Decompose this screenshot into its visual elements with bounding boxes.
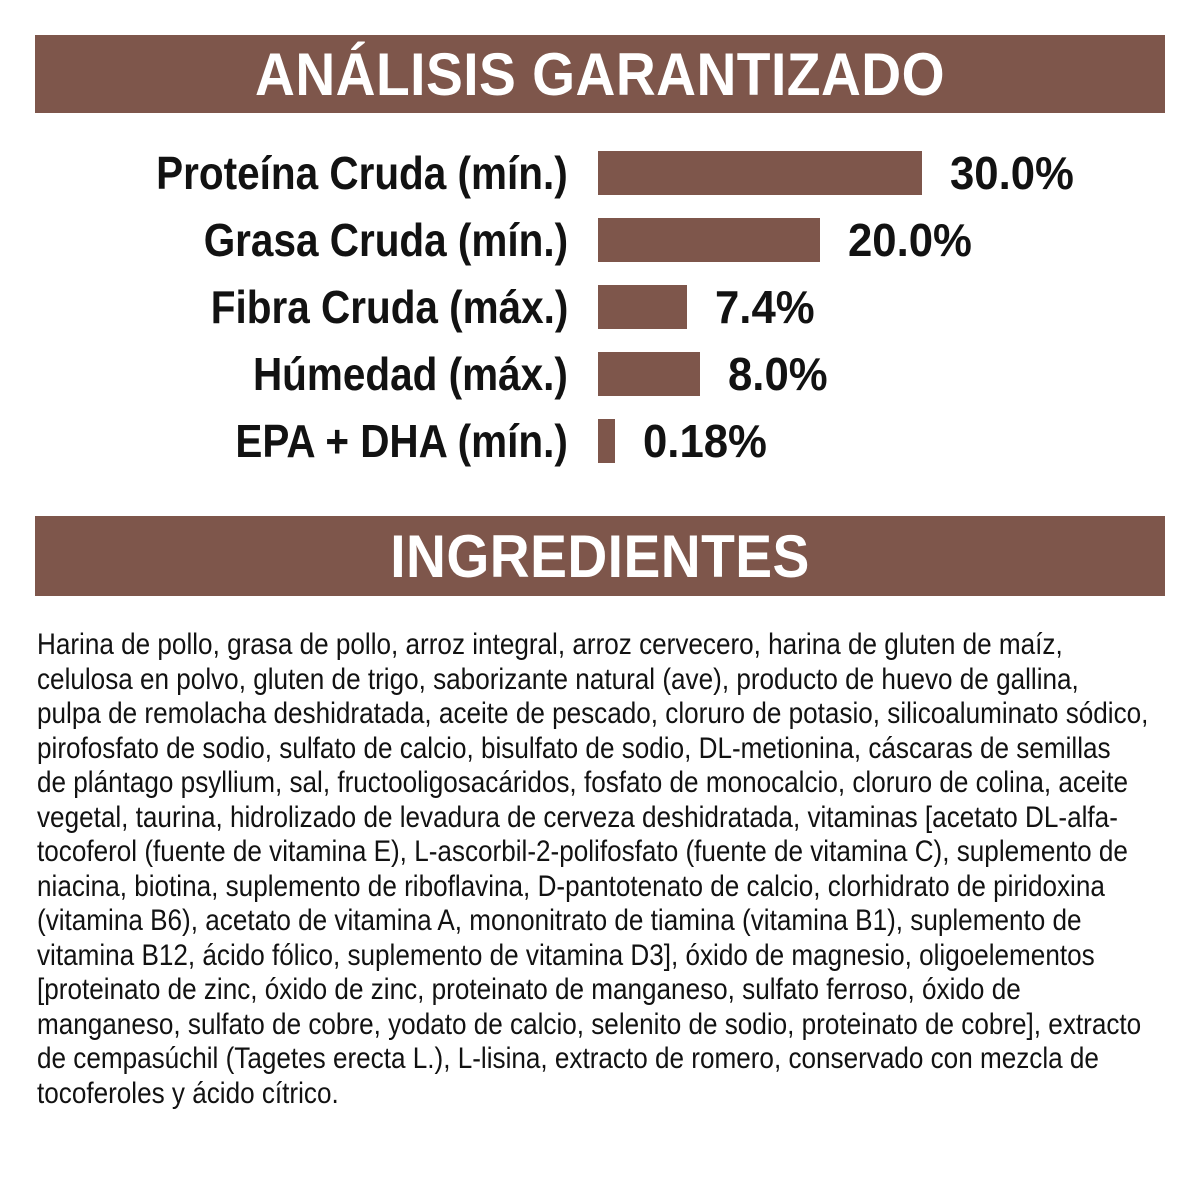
chart-category-label: Húmedad (máx.) <box>253 347 568 400</box>
chart-bar <box>598 150 922 195</box>
chart-value-label: 20.0% <box>848 213 972 266</box>
chart-category-label: Grasa Cruda (mín.) <box>203 213 568 266</box>
ingredients-header-band: INGREDIENTES <box>35 516 1165 596</box>
chart-value-label: 0.18% <box>643 414 767 467</box>
chart-category-label: Proteína Cruda (mín.) <box>156 146 568 199</box>
chart-category-label: EPA + DHA (mín.) <box>235 414 568 467</box>
chart-row: EPA + DHA (mín.) 0.18% <box>35 407 1165 474</box>
chart-bar <box>598 217 820 262</box>
chart-row: Fibra Cruda (máx.) 7.4% <box>35 273 1165 340</box>
guaranteed-analysis-chart: Proteína Cruda (mín.) 30.0% Grasa Cruda (m… <box>35 139 1165 474</box>
chart-row: Húmedad (máx.) 8.0% <box>35 340 1165 407</box>
chart-row: Grasa Cruda (mín.) 20.0% <box>35 206 1165 273</box>
ingredients-section-title: INGREDIENTES <box>390 522 810 590</box>
chart-category-label: Fibra Cruda (máx.) <box>210 280 568 333</box>
analysis-section-title: ANÁLISIS GARANTIZADO <box>254 40 945 108</box>
ingredients-paragraph: Harina de pollo, grasa de pollo, arroz i… <box>37 628 1165 1111</box>
analysis-header-band: ANÁLISIS GARANTIZADO <box>35 35 1165 113</box>
ingredients-text: Harina de pollo, grasa de pollo, arroz i… <box>37 628 1149 1110</box>
chart-value-label: 8.0% <box>728 347 828 400</box>
chart-bar <box>598 418 615 463</box>
chart-row: Proteína Cruda (mín.) 30.0% <box>35 139 1165 206</box>
chart-bar <box>598 351 700 396</box>
chart-value-label: 30.0% <box>950 146 1074 199</box>
chart-value-label: 7.4% <box>715 280 815 333</box>
chart-bar <box>598 284 687 329</box>
pet-food-label: ANÁLISIS GARANTIZADO Proteína Cruda (mín… <box>35 0 1165 1111</box>
